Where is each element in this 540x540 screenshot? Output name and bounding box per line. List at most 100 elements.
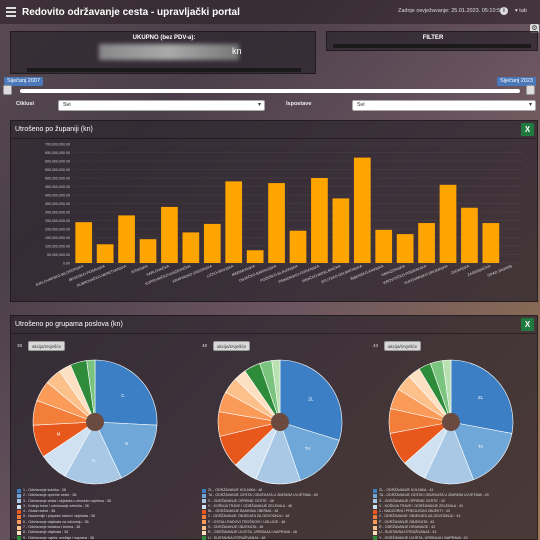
x-tick-label: GRAD ZAGREB: [487, 264, 513, 278]
legend-swatch: [202, 509, 206, 514]
bar[interactable]: [375, 229, 393, 263]
pie-slice[interactable]: [450, 359, 514, 434]
pie-slice[interactable]: [450, 421, 513, 481]
legend-item[interactable]: U - SUSTAVNA ISTRAŽIVANJA : 48: [202, 536, 318, 540]
page-title: Redovito održavanje cesta - upravljački …: [22, 6, 240, 18]
bar[interactable]: [203, 223, 221, 263]
legend-item[interactable]: BL - ODRŽAVANJE BANKINA I BERMA : 48: [202, 509, 318, 514]
pie-slice[interactable]: [279, 421, 340, 481]
legend-swatch: [202, 531, 206, 536]
bar[interactable]: [182, 232, 200, 263]
ciklus-select[interactable]: Svi ▾: [58, 100, 265, 111]
bar[interactable]: [439, 184, 457, 263]
y-tick-label: 550,000,000.00: [45, 168, 70, 172]
pie-slice[interactable]: [64, 421, 122, 485]
bar[interactable]: [139, 239, 157, 263]
legend-swatch: [17, 499, 21, 504]
legend-item[interactable]: 3 - Održavanje cesta i objekata u zimski…: [17, 499, 111, 504]
bar[interactable]: [461, 207, 478, 263]
date-start-tag: Siječanj 2007: [4, 77, 44, 86]
excel-export-icon[interactable]: X: [521, 318, 534, 331]
bar[interactable]: [225, 181, 243, 263]
pie-legend: ZL - ODRŽAVANJE KOLNIKA : 48 TA - ODRŽAVA…: [202, 488, 318, 540]
slider-handle-start[interactable]: [3, 85, 12, 95]
legend-item[interactable]: S - ODRŽAVANJE OPREME CESTE : 48: [202, 499, 318, 504]
legend-swatch: [373, 493, 377, 498]
y-tick-label: 500,000,000.00: [45, 177, 70, 181]
pie-slice[interactable]: [86, 359, 96, 423]
legend-item[interactable]: 2 - Održavanje opreme ceste : 38: [17, 493, 111, 498]
bar[interactable]: [353, 157, 371, 263]
pie-export-button[interactable]: akcija/Izvješće: [384, 341, 422, 351]
pie-slice[interactable]: [442, 359, 452, 423]
legend-item[interactable]: ZL - ODRŽAVANJE KOLNIKA : 48: [202, 488, 318, 493]
legend-item[interactable]: TA - ODRŽAVANJE CESTA I OBJEKATA U ZIMSK…: [373, 493, 489, 498]
legend-item[interactable]: 7 - Održavanje bankina i berma : 38: [17, 525, 111, 530]
bar[interactable]: [96, 244, 114, 263]
legend-item[interactable]: TA - ODRŽAVANJE CESTA I OBJEKATA U ZIMSK…: [202, 493, 318, 498]
legend-swatch: [202, 493, 206, 498]
legend-item[interactable]: 2 - ODRŽAVANJE OBJEKATA ZA ODVODNJU : 43: [373, 514, 489, 520]
pie-slice-label: TA: [478, 444, 483, 449]
bar[interactable]: [118, 215, 135, 263]
bar[interactable]: [161, 206, 178, 263]
total-bar: [27, 68, 301, 72]
info-icon[interactable]: i: [500, 7, 508, 15]
legend-item[interactable]: P - ODRŽAVANJE OBJEKATA : 43: [373, 520, 489, 525]
legend-label: 1 - Održavanje kolnika : 38: [23, 488, 66, 492]
bar[interactable]: [396, 234, 414, 263]
legend-label: S - ODRŽAVANJE OPREME CESTE : 43: [379, 498, 445, 503]
ispostava-select[interactable]: Svi ▾: [352, 100, 536, 111]
legend-item[interactable]: S - ODRŽAVANJE OPREME CESTE : 43: [373, 499, 489, 504]
bar[interactable]: [418, 223, 435, 263]
menu-icon[interactable]: [6, 7, 16, 17]
legend-item[interactable]: 1 - Održavanje kolnika : 38: [17, 488, 111, 493]
legend-item[interactable]: 8 - Održavanje objekata : 38: [17, 530, 111, 536]
legend-swatch: [17, 520, 21, 525]
bar[interactable]: [268, 183, 285, 263]
legend-item[interactable]: 1 - NADZORNI I PREGLEDNI OBJEKTI : 43: [373, 509, 489, 514]
legend-item[interactable]: P - OSTALI RADOVI TROŠKOVI I USLUGE : 48: [202, 520, 318, 525]
bar[interactable]: [311, 178, 328, 263]
legend-item[interactable]: R - ODRŽAVANJE DRAINAGE : 43: [373, 525, 489, 530]
date-range-slider[interactable]: [20, 89, 520, 93]
legend-item[interactable]: ZL - ODRŽAVANJE KOLNIKA : 43: [373, 488, 489, 493]
legend-item[interactable]: 9 - Održavanje uvjeta, uređaja i naprava…: [17, 536, 111, 540]
slider-handle-end[interactable]: [526, 85, 535, 95]
pie-slice[interactable]: [279, 359, 343, 441]
gear-icon[interactable]: ⚙: [530, 24, 539, 33]
pie-chart: C K K M: [32, 359, 158, 485]
pie-export-button[interactable]: akcija/Izvješće: [213, 341, 251, 351]
y-tick-label: 600,000,000.00: [45, 160, 70, 164]
pie-slice[interactable]: [94, 359, 158, 426]
legend-item[interactable]: V - KOŠNJA TRAVE I ODRŽAVANJE ZELENILA :…: [373, 504, 489, 509]
legend-item[interactable]: 3 - Košnja trave i održavanje zelenila :…: [17, 504, 111, 509]
pie-slice[interactable]: [94, 421, 158, 479]
legend-item[interactable]: 4 - Ostali radovi : 38: [17, 509, 111, 514]
legend-item[interactable]: 6 - Održavanje objekata za odvodnju : 38: [17, 520, 111, 525]
bar[interactable]: [246, 250, 264, 263]
pie-slice[interactable]: [271, 359, 281, 423]
legend-item[interactable]: R - ODRŽAVANJE UVJETA, UREĐAJA I NAPRAVA…: [202, 530, 318, 536]
legend-item[interactable]: Y - ODRŽAVANJE UVJETA, UREĐAJA I NAPRAVA…: [373, 536, 489, 540]
legend-item[interactable]: 2 - ODRŽAVANJE OBJEKATA ZA ODVODNJU : 48: [202, 514, 318, 520]
filter-panel[interactable]: FILTER: [326, 31, 538, 51]
user-menu[interactable]: ▾ tab: [515, 8, 527, 14]
legend-item[interactable]: S - ODRŽAVANJE OBJEKATA : 48: [202, 525, 318, 530]
legend-swatch: [17, 536, 21, 540]
excel-export-icon[interactable]: X: [521, 123, 534, 136]
legend-item[interactable]: V - KOŠNJA TRAVE I ODRŽAVANJE ZELENILA :…: [202, 504, 318, 509]
legend-label: TA - ODRŽAVANJE CESTA I OBJEKATA U ZIMSK…: [379, 493, 489, 498]
pie-slice-label: K: [92, 458, 95, 463]
legend-item[interactable]: 5 - Nadzemlje i pripadni radovi i objeka…: [17, 514, 111, 520]
bar[interactable]: [289, 230, 307, 263]
legend-item[interactable]: U - SUSTAVNA ISTRAŽIVANJA : 43: [373, 530, 489, 536]
bar[interactable]: [332, 198, 350, 263]
legend-label: 3 - Održavanje cesta i objekata u zimski…: [23, 498, 111, 503]
bar[interactable]: [482, 223, 500, 263]
pie-export-button[interactable]: akcija/Izvješće: [28, 341, 66, 351]
chevron-down-icon: ▾: [528, 102, 532, 108]
bar[interactable]: [75, 222, 93, 263]
chart-title: Utrošeno po grupama poslova (kn): [15, 321, 123, 328]
pie-slice-label: C: [121, 393, 125, 398]
